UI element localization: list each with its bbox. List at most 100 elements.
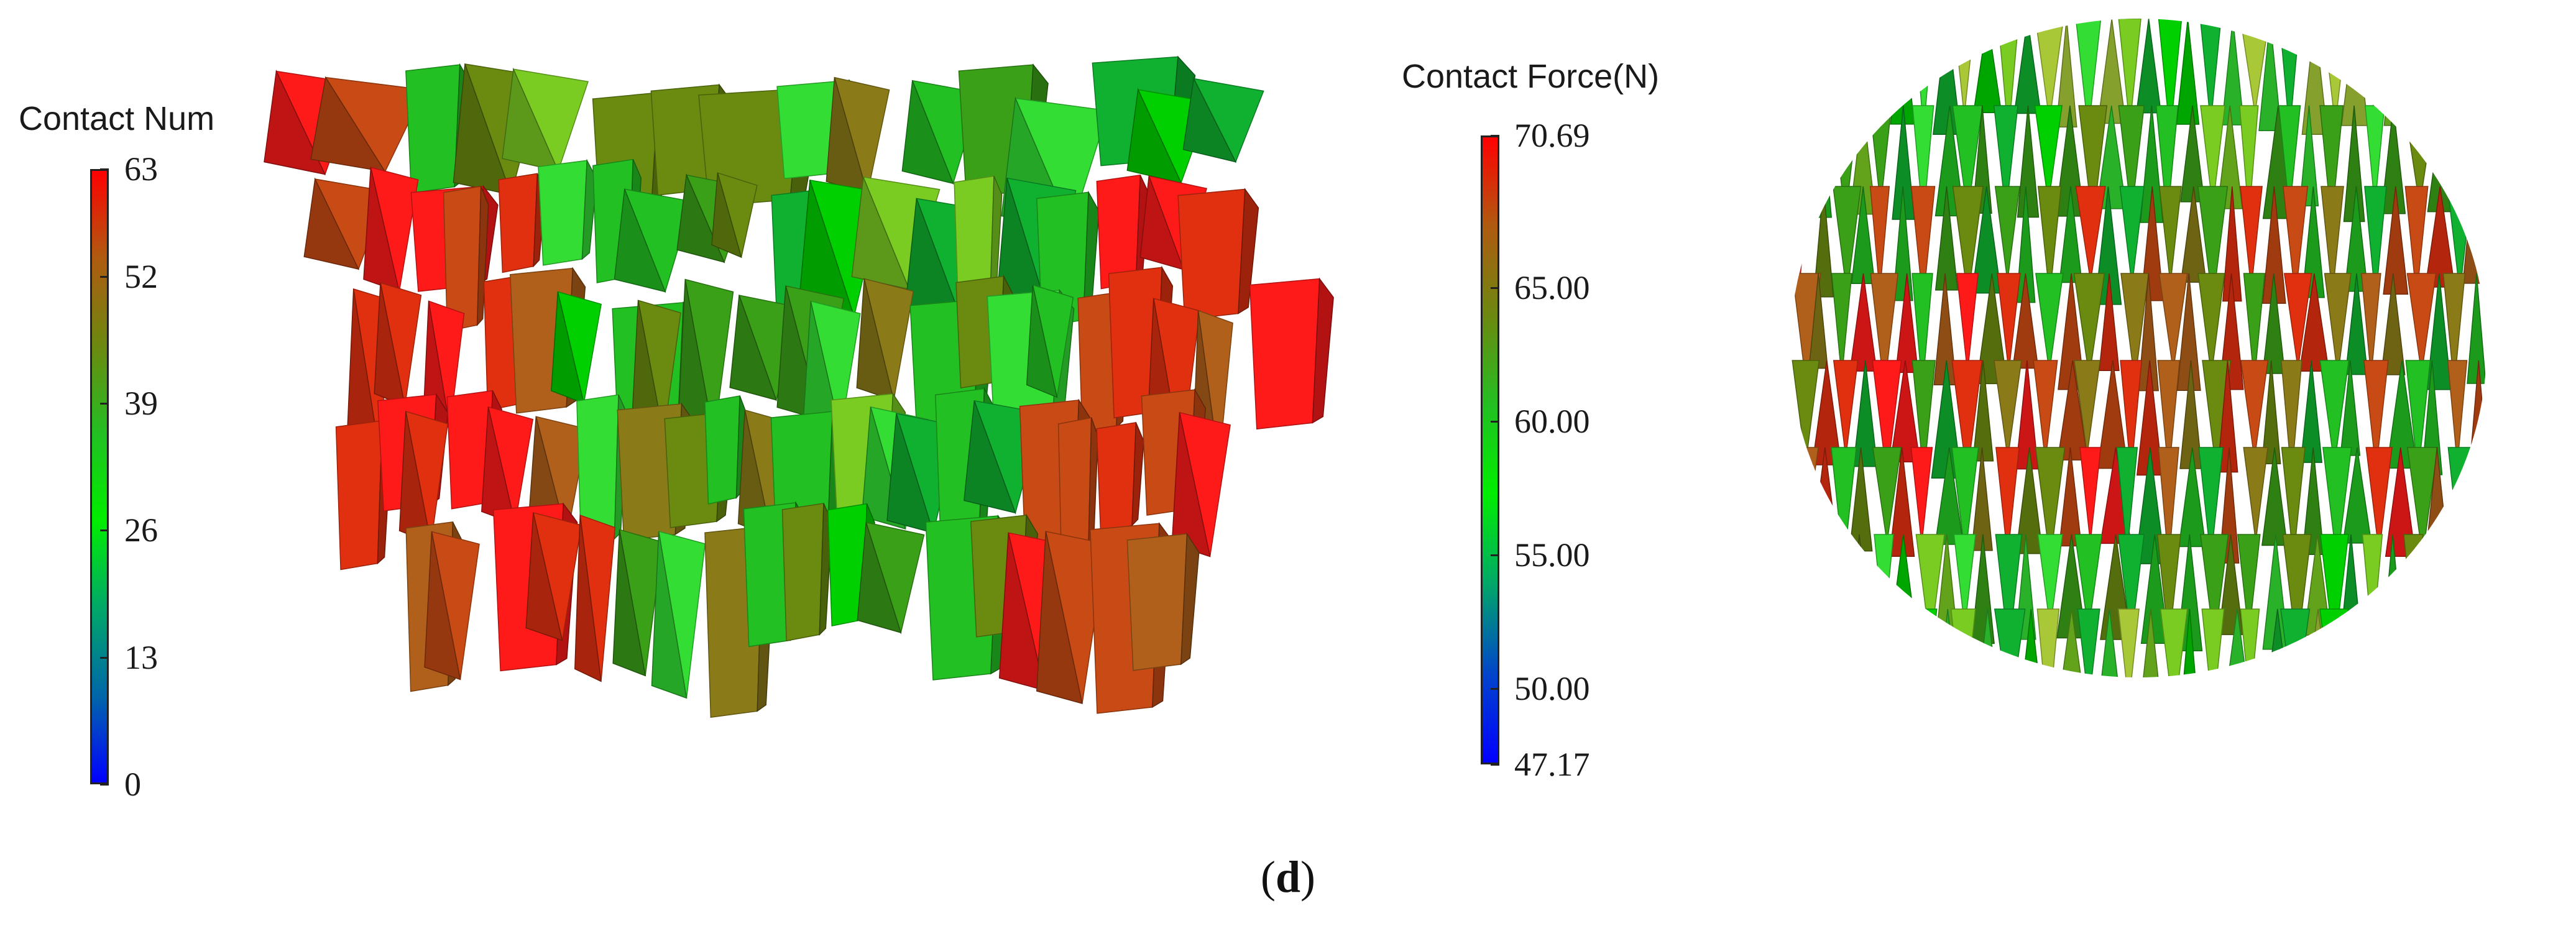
- sphere-facet: [1833, 360, 1859, 457]
- colorbar-tick-mark: [1491, 554, 1499, 557]
- sphere-facet: [2201, 608, 2225, 677]
- sphere-facet: [1952, 105, 1984, 214]
- sphere-facet: [2158, 19, 2183, 136]
- colorbar-tick-mark: [100, 403, 109, 405]
- sphere-facet: [2380, 273, 2406, 375]
- sphere-facet: [2178, 447, 2207, 548]
- sphere-facet: [2283, 273, 2312, 369]
- sphere-facets: [1790, 19, 2486, 677]
- sphere-facet: [2324, 273, 2352, 376]
- sphere-facet: [2200, 534, 2229, 644]
- sphere-facet: [1971, 186, 2002, 294]
- colorbar-tick-mark: [100, 168, 109, 170]
- particle-facet-shadow: [614, 189, 666, 293]
- sphere-facet: [1790, 447, 1819, 554]
- colorbar-tick-mark: [1491, 764, 1499, 766]
- caption-label: d: [1275, 852, 1301, 902]
- sphere-facet: [2362, 534, 2383, 643]
- sphere-facet: [1813, 186, 1834, 298]
- particle-facet-shadow: [711, 172, 742, 259]
- contact-force-colorbar: [1481, 135, 1499, 764]
- sphere-facet: [2243, 273, 2266, 382]
- sphere-facet: [2344, 608, 2368, 677]
- sphere-facet: [2407, 447, 2439, 557]
- particle-facet-shadow: [303, 177, 360, 270]
- sphere-facet: [2116, 447, 2138, 554]
- sphere-facet: [2037, 534, 2063, 628]
- sphere-facet: [2160, 608, 2188, 677]
- sphere-facet: [1849, 608, 1874, 677]
- colorbar-tick-label: 63: [124, 150, 158, 188]
- sphere-facet: [1792, 360, 1820, 464]
- sphere-facet: [2079, 447, 2102, 543]
- colorbar-tick-mark: [100, 529, 109, 532]
- sphere-facet: [1915, 534, 1945, 644]
- particle-facet-shadow: [857, 522, 902, 634]
- sphere-facet: [2365, 447, 2393, 553]
- sphere-facet: [1828, 534, 1850, 652]
- sphere-facet: [1995, 447, 2020, 557]
- sphere-facet: [2426, 273, 2452, 390]
- particle-facet-shadow: [1312, 277, 1334, 424]
- colorbar-tick-label: 50.00: [1514, 670, 1590, 708]
- sphere-facet: [2120, 273, 2150, 382]
- sphere-facet: [1953, 534, 1976, 628]
- sphere-facet: [2283, 186, 2309, 298]
- particle-facet-shadow: [856, 278, 895, 401]
- colorbar-tick-label: 52: [124, 257, 158, 295]
- sphere-facet: [1832, 19, 1861, 121]
- sphere-facet: [2057, 360, 2089, 461]
- particle-facet-shadow: [1131, 422, 1144, 527]
- contact-num-colorbar-title: Contact Num: [19, 100, 215, 137]
- sphere-facet: [2261, 360, 2281, 464]
- particle-facet-shadow: [1182, 77, 1237, 163]
- sphere-facet: [2319, 534, 2349, 651]
- sphere-facet: [2427, 105, 2458, 213]
- sphere-facet: [1951, 447, 1979, 556]
- sphere-facet: [2075, 19, 2102, 132]
- sphere-facet: [2012, 273, 2039, 369]
- sphere-facet: [2445, 19, 2475, 122]
- sphere-facet: [1934, 447, 1964, 545]
- particle-facet-shadow: [502, 67, 559, 172]
- figure-caption: (d): [0, 851, 2576, 903]
- contact-num-colorbar: [90, 169, 109, 784]
- sphere-facet: [1890, 360, 1921, 462]
- particle-facet: [1249, 278, 1320, 430]
- sphere-facet: [2319, 105, 2344, 224]
- sphere-facet: [2406, 273, 2437, 374]
- particle-facet-shadow: [964, 400, 1016, 514]
- sphere-facet: [2139, 608, 2163, 677]
- particle-facet-shadow: [476, 186, 489, 327]
- sphere-facet: [2404, 186, 2429, 298]
- sphere-facet: [2155, 105, 2179, 222]
- caption-open-paren: (: [1260, 852, 1276, 902]
- sphere-facet: [2445, 608, 2467, 677]
- sphere-facet: [1950, 608, 1976, 677]
- sphere-facet: [2422, 19, 2444, 117]
- sphere-facet: [1994, 360, 2022, 459]
- particle-facet-shadow: [310, 76, 386, 173]
- sphere-facet: [2033, 360, 2058, 461]
- sphere-facet: [1910, 186, 1936, 303]
- sphere-facet: [2262, 273, 2286, 374]
- sphere-facet: [2197, 186, 2229, 303]
- sphere-facet: [2200, 105, 2226, 208]
- sphere-facet: [2117, 534, 2145, 641]
- particle-facet: [1096, 422, 1137, 533]
- sphere-facet: [2035, 19, 2064, 122]
- sphere-facet: [2077, 608, 2100, 677]
- sphere-facet: [2442, 534, 2463, 635]
- sphere-facet: [2442, 273, 2466, 387]
- sphere-facet: [2176, 19, 2200, 125]
- colorbar-tick-label: 55.00: [1514, 536, 1590, 574]
- sphere-facet: [2096, 105, 2127, 209]
- sphere-facet: [2118, 608, 2140, 677]
- sphere-facet: [1995, 534, 2023, 651]
- sphere-facet: [2240, 360, 2269, 459]
- colorbar-tick-mark: [1491, 420, 1499, 423]
- colorbar-tick-label: 47.17: [1514, 746, 1590, 783]
- sphere-facet: [1892, 186, 1913, 301]
- sphere-facet: [1976, 273, 2008, 385]
- sphere-facet: [2157, 360, 2181, 475]
